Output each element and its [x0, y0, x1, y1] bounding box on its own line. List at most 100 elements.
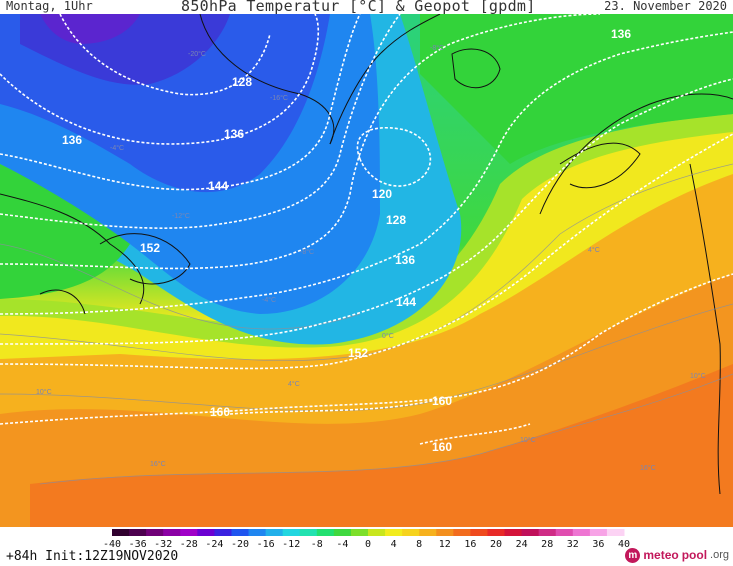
temp-label-7: -4°C	[262, 296, 276, 304]
legend-tick-label: -24	[205, 539, 223, 547]
gp-label-12: 160	[210, 405, 230, 419]
geopotential-contours	[0, 14, 733, 445]
temp-label-1: -20°C	[188, 50, 206, 58]
legend-swatch	[197, 529, 215, 536]
meteopool-logo[interactable]: m meteo pool .org	[625, 546, 729, 564]
legend-swatch	[316, 529, 335, 536]
coastlines	[0, 14, 733, 495]
legend-tick-label: 28	[541, 539, 553, 547]
temp-label-10: 4°C	[588, 246, 600, 254]
map-footer: -40 -36 -32 -28 -24 -20 -16 -12 -8 -4 0 4 8 12 16 20 24 2…	[0, 527, 733, 566]
logo-text-3: .org	[710, 549, 729, 561]
legend-ticks: -40 -36 -32 -28 -24 -20 -16 -12 -8 -4 0 4 8 12 16 20 24 2…	[103, 539, 630, 547]
legend-swatch	[589, 529, 608, 536]
legend-tick-label: 32	[567, 539, 579, 547]
legend-swatch	[299, 529, 318, 536]
legend-swatch	[163, 529, 181, 536]
m-circle-icon: m	[625, 547, 641, 563]
temp-label-12: 10°C	[520, 436, 536, 444]
temp-label-6: -4°C	[110, 144, 124, 152]
gp-label-1: 128	[232, 75, 252, 89]
weather-map: 128 136 136 136 144 120 128 136 144 152 …	[0, 14, 733, 527]
color-legend: -40 -36 -32 -28 -24 -20 -16 -12 -8 -4 0 4 8 12 16 20 24 2…	[103, 529, 630, 547]
legend-swatch	[385, 529, 403, 536]
legend-swatch	[282, 529, 301, 536]
temperature-labels: -20°C -16°C -12°C -8°C -8°C -4°C -4°C 0°…	[36, 44, 706, 472]
gp-label-4: 136	[611, 27, 631, 41]
legend-tick-label: 16	[464, 539, 476, 547]
gp-label-7: 128	[386, 213, 406, 227]
legend-tick-label: -4	[336, 539, 348, 547]
legend-tick-label: 36	[592, 539, 604, 547]
legend-tick-label: 4	[391, 539, 397, 547]
warmest-region	[30, 364, 733, 527]
legend-swatch	[112, 529, 130, 536]
green-sw	[0, 164, 130, 299]
map-title: 850hPa Temperatur [°C] & Geopot [gpdm]	[181, 0, 536, 15]
legend-swatch	[606, 529, 625, 536]
green-ne	[420, 14, 733, 164]
logo-text-1: meteo	[643, 548, 679, 562]
temp-label-13: 10°C	[690, 372, 706, 380]
legend-tick-label: 20	[490, 539, 502, 547]
legend-swatch	[555, 529, 574, 536]
legend-swatch	[129, 529, 147, 536]
legend-swatches	[112, 529, 625, 536]
forecast-date: 23. November 2020	[604, 0, 727, 13]
gp-label-10: 152	[140, 241, 160, 255]
map-header: Montag, 1Uhr 850hPa Temperatur [°C] & Ge…	[0, 0, 733, 15]
legend-swatch	[180, 529, 198, 536]
gp-label-3: 136	[224, 127, 244, 141]
legend-tick-label: -8	[311, 539, 323, 547]
temp-label-14: 16°C	[150, 460, 166, 468]
model-run-info: +84h Init:12Z19NOV2020	[6, 549, 179, 564]
deep-polar-core	[40, 14, 140, 44]
gp-label-6: 120	[372, 187, 392, 201]
temp-label-8: 0°C	[382, 332, 394, 340]
legend-tick-label: -32	[154, 539, 172, 547]
gp-label-8: 136	[395, 253, 415, 267]
gp-label-9: 144	[396, 295, 416, 309]
legend-tick-label: -40	[103, 539, 121, 547]
legend-swatch	[350, 529, 369, 536]
gp-label-11: 152	[348, 346, 368, 360]
legend-swatch	[333, 529, 352, 536]
gp-label-5: 144	[208, 179, 228, 193]
legend-tick-label: 24	[516, 539, 528, 547]
forecast-time: Montag, 1Uhr	[6, 0, 93, 13]
logo-text-2: pool	[681, 548, 708, 562]
legend-swatch	[470, 529, 488, 536]
legend-swatch	[265, 529, 284, 536]
legend-swatch	[248, 529, 267, 536]
legend-swatch	[231, 529, 250, 536]
gp-label-13: 160	[432, 394, 452, 408]
legend-swatch	[538, 529, 557, 536]
legend-swatch	[572, 529, 591, 536]
temp-label-15: 16°C	[640, 464, 656, 472]
legend-swatch	[521, 529, 540, 536]
lime-belt	[0, 114, 733, 348]
legend-tick-label: -16	[257, 539, 275, 547]
legend-swatch	[419, 529, 437, 536]
temp-label-11: 10°C	[36, 388, 52, 396]
legend-swatch	[436, 529, 454, 536]
legend-tick-label: -28	[180, 539, 198, 547]
legend-tick-label: 12	[439, 539, 451, 547]
legend-tick-label: 8	[416, 539, 422, 547]
legend-tick-label: 0	[365, 539, 371, 547]
gp-label-14: 160	[432, 440, 452, 454]
legend-tick-label: -20	[231, 539, 249, 547]
gp-label-2: 136	[62, 133, 82, 147]
temp-label-3: -12°C	[172, 212, 190, 220]
temp-label-4: -8°C	[430, 44, 444, 52]
legend-swatch	[214, 529, 232, 536]
temp-label-2: -16°C	[270, 94, 288, 102]
legend-swatch	[504, 529, 523, 536]
legend-tick-label: -12	[282, 539, 300, 547]
legend-swatch	[453, 529, 471, 536]
legend-tick-label: 40	[618, 539, 630, 547]
temp-label-9: 4°C	[288, 380, 300, 388]
temp-label-5: -8°C	[300, 248, 314, 256]
legend-swatch	[487, 529, 506, 536]
legend-swatch	[368, 529, 386, 536]
